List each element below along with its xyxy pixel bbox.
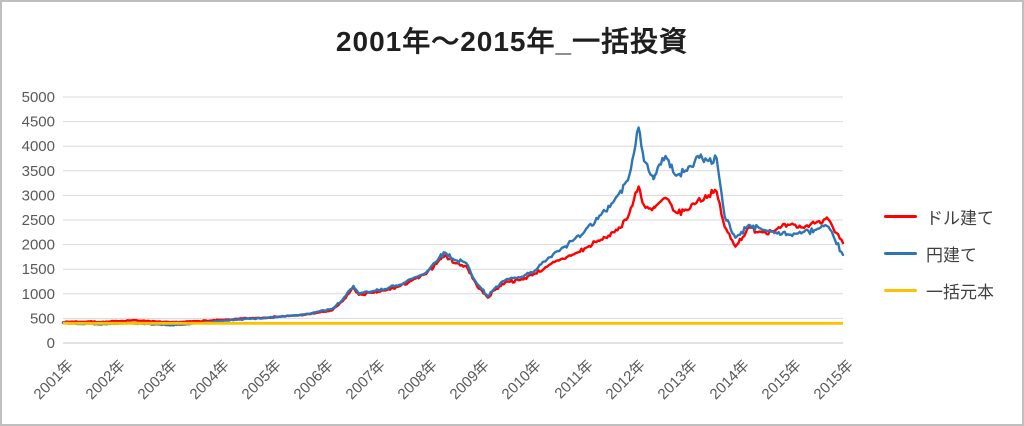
legend-item-2: 一括元本	[884, 272, 994, 309]
y-tick-label: 5000	[22, 89, 55, 106]
x-tick-label: 2009年	[447, 357, 493, 403]
y-tick-label: 2500	[22, 212, 55, 229]
x-tick-label: 2005年	[239, 357, 285, 403]
x-tick-label: 2008年	[395, 357, 441, 403]
x-tick-label: 2003年	[135, 357, 181, 403]
legend-swatch-line	[884, 215, 917, 218]
x-tick-label: 2007年	[343, 357, 389, 403]
x-tick-label: 2012年	[603, 357, 649, 403]
x-tick-label: 2015年	[811, 357, 857, 403]
y-tick-label: 0	[47, 335, 55, 352]
x-tick-label: 2006年	[291, 357, 337, 403]
legend-swatch-line	[884, 252, 917, 255]
chart-title: 2001年～2015年_一括投資	[335, 26, 689, 57]
legend-label: ドル建て	[926, 209, 994, 228]
y-tick-label: 4500	[22, 114, 55, 131]
y-tick-label: 2000	[22, 237, 55, 254]
legend-item-1: 円建て	[884, 235, 994, 272]
series-line-yen	[61, 126, 845, 327]
y-tick-label: 1000	[22, 286, 55, 303]
x-tick-label: 2015年	[759, 357, 805, 403]
x-tick-label: 2013年	[655, 357, 701, 403]
y-tick-label: 500	[30, 310, 55, 327]
y-tick-label: 3000	[22, 187, 55, 204]
x-tick-label: 2011年	[551, 357, 596, 402]
series-line-dollar	[61, 185, 845, 324]
y-tick-label: 4000	[22, 138, 55, 155]
legend-item-0: ドル建て	[884, 198, 994, 235]
x-tick-label: 2010年	[499, 357, 545, 403]
x-tick-label: 2002年	[83, 357, 129, 403]
legend: ドル建て円建て一括元本	[884, 198, 994, 309]
y-tick-label: 1500	[22, 261, 55, 278]
y-tick-label: 3500	[22, 163, 55, 180]
x-tick-label: 2014年	[707, 357, 753, 403]
legend-label: 一括元本	[926, 283, 994, 302]
x-tick-label: 2004年	[187, 357, 233, 403]
legend-swatch-line	[884, 289, 917, 292]
legend-label: 円建て	[926, 246, 977, 265]
x-tick-label: 2001年	[31, 357, 77, 403]
